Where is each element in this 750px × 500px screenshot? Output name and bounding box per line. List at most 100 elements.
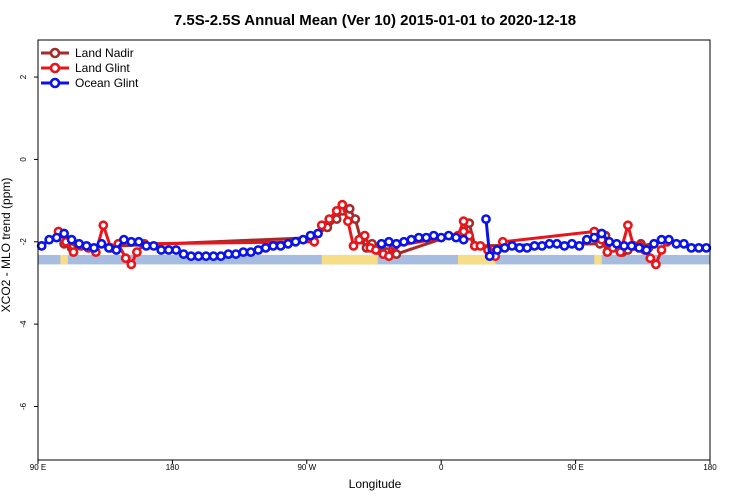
- ocean-glint-point: [664, 234, 674, 245]
- ocean-glint-point: [481, 214, 491, 224]
- x-tick-label: 90 E: [30, 463, 46, 472]
- ocean-glint-point: [391, 238, 402, 249]
- ocean-glint-point: [406, 234, 417, 245]
- ocean-glint-point: [596, 228, 607, 239]
- ocean-glint-point: [443, 230, 454, 241]
- land-strip: [321, 254, 378, 265]
- ocean-glint-point: [522, 242, 532, 253]
- legend-item-ocean-glint: Ocean Glint: [41, 76, 139, 90]
- ocean-glint-point: [626, 240, 637, 251]
- ocean-glint-point: [458, 234, 469, 245]
- ocean-glint-point: [529, 240, 540, 251]
- land-glint-point: [324, 214, 335, 224]
- land-glint-point: [331, 205, 342, 216]
- land-glint-point: [316, 220, 327, 231]
- x-axis: 90 E 180 90 W 0 90 E 180: [30, 460, 717, 472]
- ocean-glint-point: [245, 247, 256, 257]
- land-strip: [594, 254, 602, 265]
- land-glint-point: [337, 199, 348, 210]
- ocean-glint-point: [552, 238, 562, 249]
- x-tick-label: 0: [439, 463, 444, 472]
- ocean-glint-point: [649, 238, 659, 249]
- ocean-glint-point: [260, 242, 271, 253]
- ocean-glint-point: [298, 234, 308, 245]
- ocean-glint-point: [111, 245, 122, 255]
- legend-item-land-glint: Land Glint: [41, 61, 130, 75]
- ocean-glint-point: [223, 249, 234, 259]
- land-glint-point: [370, 245, 381, 255]
- ocean-glint-point: [268, 240, 279, 251]
- x-axis-label: Longitude: [349, 477, 402, 491]
- ocean-glint-point: [171, 245, 181, 255]
- land-nadir-point: [344, 203, 355, 214]
- legend-swatch-marker: [49, 62, 61, 74]
- ocean-glint-point: [230, 249, 241, 259]
- plot-series: [36, 199, 712, 270]
- plot-frame: [37, 39, 711, 461]
- ocean-glint-point: [537, 240, 547, 251]
- land-glint-point: [656, 245, 667, 255]
- ocean-glint-point: [383, 236, 394, 247]
- ocean-glint-point: [589, 232, 600, 243]
- legend-swatch-marker: [49, 77, 61, 89]
- ocean-glint-point: [671, 238, 682, 249]
- legend-label: Ocean Glint: [75, 76, 139, 90]
- ocean-glint-point: [499, 242, 510, 253]
- ocean-glint-point: [436, 232, 447, 243]
- land-glint-point: [131, 247, 142, 257]
- y-tick-label: 2: [19, 74, 28, 79]
- land-glint-point: [623, 220, 633, 231]
- y-axis-label: XCO2 - MLO trend (ppm): [0, 178, 13, 313]
- ocean-glint-point: [619, 240, 629, 251]
- ocean-glint-point: [641, 245, 652, 255]
- y-tick-label: 0: [19, 157, 28, 162]
- y-axis: 2 0 -2 -4 -6: [19, 74, 38, 410]
- x-tick-label: 90 E: [567, 463, 583, 472]
- land-glint-point: [475, 240, 486, 251]
- x-tick-label: 90 W: [297, 463, 316, 472]
- ocean-glint-point: [693, 242, 704, 253]
- ocean-glint-point: [59, 228, 69, 239]
- land-glint-point: [126, 259, 137, 270]
- ocean-glint-point: [559, 240, 570, 251]
- ocean-glint-point: [421, 232, 432, 243]
- ocean-glint-point: [451, 232, 461, 243]
- land-glint-point: [348, 240, 359, 251]
- legend-item-land-nadir: Land Nadir: [41, 46, 134, 60]
- land-glint-point: [68, 247, 79, 257]
- ocean-glint-point: [679, 238, 689, 249]
- ocean-glint-point: [215, 251, 226, 262]
- land-nadir-point: [391, 249, 402, 259]
- land-strip: [458, 254, 496, 265]
- land-glint-point: [98, 220, 109, 231]
- ocean-glint-point: [126, 236, 137, 247]
- ocean-glint-point: [178, 249, 189, 259]
- land-glint-point: [383, 251, 394, 262]
- land-glint-point: [458, 216, 469, 227]
- ocean-glint-point: [104, 242, 114, 253]
- ocean-glint-point: [290, 236, 301, 247]
- y-tick-label: -6: [19, 402, 28, 410]
- ocean-glint-point: [283, 238, 293, 249]
- chart-title: 7.5S-2.5S Annual Mean (Ver 10) 2015-01-0…: [174, 12, 576, 29]
- legend-label: Land Glint: [75, 61, 130, 75]
- land-glint-point: [651, 259, 661, 270]
- ocean-glint-point: [701, 242, 712, 253]
- land-strip: [60, 254, 68, 265]
- x-tick-label: 180: [166, 463, 180, 472]
- land-glint-point: [645, 253, 656, 264]
- ocean-glint-point: [81, 240, 92, 251]
- ocean-glint-point: [51, 232, 62, 243]
- ocean-glint-series: [36, 214, 712, 262]
- ocean-glint-point: [96, 238, 107, 249]
- ocean-glint-point: [507, 240, 517, 251]
- land-glint-point: [359, 230, 370, 241]
- ocean-glint-point: [376, 238, 387, 249]
- land-glint-point: [342, 216, 353, 227]
- legend-label: Land Nadir: [75, 46, 134, 60]
- ocean-glint-point: [581, 234, 592, 245]
- ocean-glint-point: [428, 230, 439, 241]
- ocean-glint-point: [44, 234, 55, 245]
